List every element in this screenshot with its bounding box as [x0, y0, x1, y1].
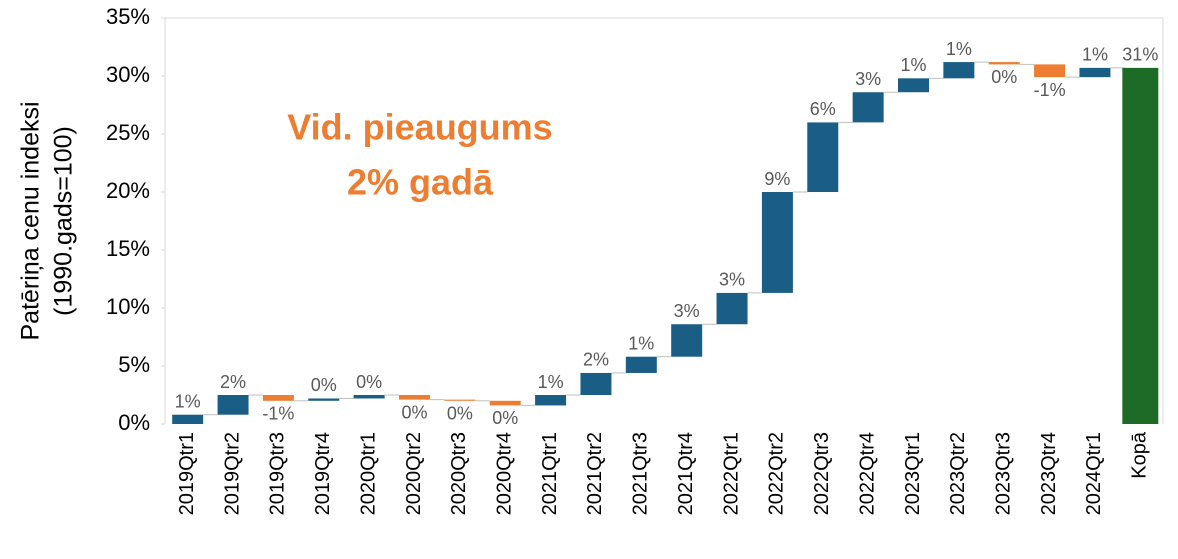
- x-tick-label: 2022Qtr1: [720, 432, 742, 515]
- value-label: 2%: [220, 372, 246, 392]
- value-label: 3%: [719, 270, 745, 290]
- x-tick-label: 2022Qtr3: [811, 432, 833, 515]
- value-label: 1%: [628, 333, 654, 353]
- value-label: 0%: [401, 402, 427, 422]
- bar: [444, 399, 476, 401]
- value-label: 1%: [1082, 45, 1108, 65]
- value-label: 1%: [175, 391, 201, 411]
- value-label: 0%: [356, 372, 382, 392]
- value-label: 1%: [900, 55, 926, 75]
- x-tick-label: 2022Qtr2: [766, 432, 788, 515]
- x-tick-label: 2020Qtr3: [448, 432, 470, 515]
- y-tick-label: 15%: [106, 236, 150, 261]
- x-tick-label: 2019Qtr4: [312, 432, 334, 515]
- bar: [580, 372, 612, 395]
- x-tick-label: 2023Qtr1: [902, 432, 924, 515]
- x-tick-label: 2021Qtr4: [675, 432, 697, 515]
- x-tick-label: 2020Qtr2: [403, 432, 425, 515]
- bar: [353, 395, 385, 399]
- bar: [262, 395, 294, 401]
- bar: [943, 62, 975, 79]
- value-label: -1%: [1034, 80, 1066, 100]
- x-tick-label: 2020Qtr4: [494, 432, 516, 515]
- y-axis-label: (1990.gads=100): [50, 126, 78, 316]
- x-tick-label: 2021Qtr3: [630, 432, 652, 515]
- bar: [807, 122, 839, 192]
- annotation: 2% gadā: [347, 162, 494, 203]
- bar: [172, 414, 204, 424]
- x-tick-label: 2019Qtr1: [176, 432, 198, 515]
- value-label: 3%: [674, 301, 700, 321]
- bar: [308, 398, 340, 401]
- y-tick-label: 0%: [118, 410, 150, 435]
- y-axis-label: Patēriņa cenu indeksi: [17, 101, 45, 340]
- y-tick-label: 10%: [106, 294, 150, 319]
- x-tick-label: 2020Qtr1: [357, 432, 379, 515]
- bar: [489, 400, 521, 406]
- bar: [535, 395, 567, 406]
- annotation: Vid. pieaugums: [287, 107, 552, 148]
- value-label: 0%: [991, 67, 1017, 87]
- bar: [671, 324, 703, 357]
- value-label: 0%: [311, 375, 337, 395]
- bar: [1034, 64, 1066, 78]
- x-tick-label: 2022Qtr4: [856, 432, 878, 515]
- value-label: 0%: [492, 408, 518, 428]
- x-tick-label: 2019Qtr3: [267, 432, 289, 515]
- y-tick-label: 30%: [106, 62, 150, 87]
- bar: [217, 395, 249, 415]
- value-label: 9%: [764, 169, 790, 189]
- y-tick-label: 5%: [118, 352, 150, 377]
- total-bar: [1122, 67, 1159, 424]
- x-tick-label: 2023Qtr4: [1038, 432, 1060, 515]
- value-label: 2%: [583, 350, 609, 370]
- value-label: 1%: [946, 39, 972, 59]
- y-tick-label: 20%: [106, 178, 150, 203]
- value-label: -1%: [262, 404, 294, 424]
- bar: [716, 292, 748, 325]
- bar: [988, 62, 1020, 65]
- value-label: 3%: [855, 69, 881, 89]
- x-tick-label: 2019Qtr2: [221, 432, 243, 515]
- value-label: 1%: [538, 372, 564, 392]
- bar: [399, 395, 430, 400]
- value-label: 31%: [1122, 45, 1158, 65]
- x-tick-label: Kopā: [1129, 431, 1151, 479]
- x-tick-label: 2023Qtr3: [993, 432, 1015, 515]
- value-label: 0%: [447, 404, 473, 424]
- bar: [761, 192, 793, 293]
- x-tick-label: 2021Qtr2: [584, 432, 606, 515]
- bar: [852, 92, 884, 123]
- y-tick-label: 35%: [106, 4, 150, 29]
- value-label: 6%: [810, 99, 836, 119]
- x-tick-label: 2024Qtr1: [1083, 432, 1105, 515]
- y-tick-label: 25%: [106, 120, 150, 145]
- x-tick-label: 2023Qtr2: [947, 432, 969, 515]
- x-tick-label: 2021Qtr1: [539, 432, 561, 515]
- bar: [898, 78, 929, 93]
- bar: [625, 356, 657, 373]
- bar: [1079, 67, 1111, 78]
